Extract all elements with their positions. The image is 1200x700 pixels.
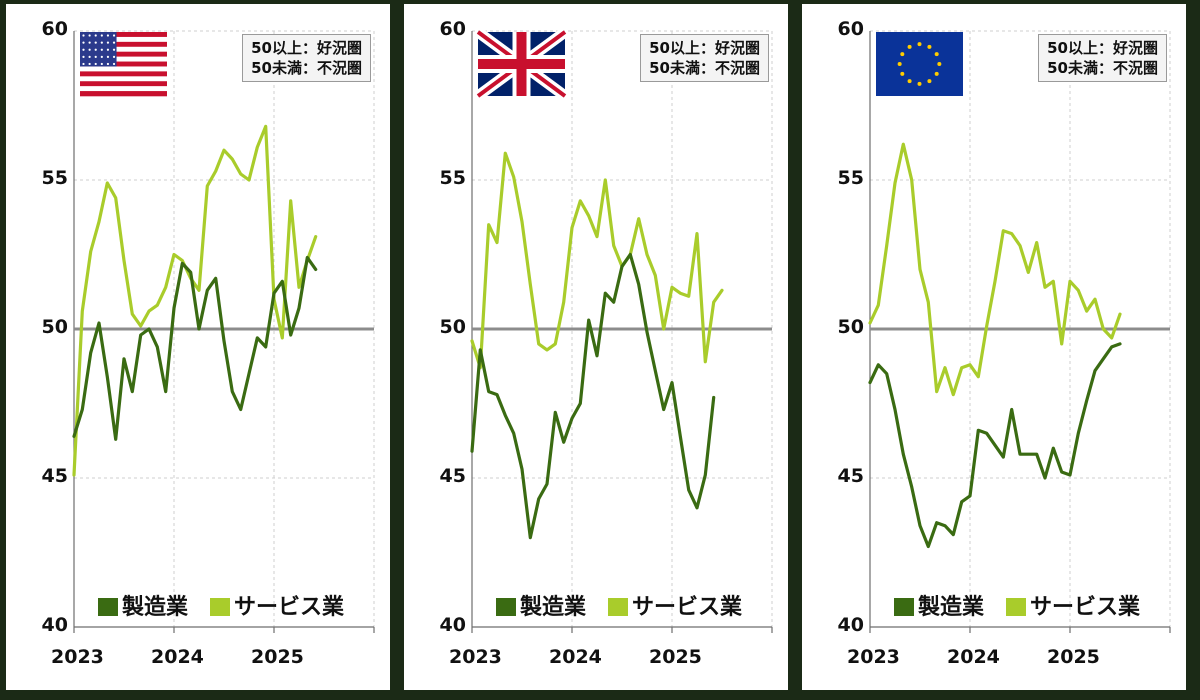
legend-label-manufacturing: 製造業 [122,595,189,620]
us-flag-icon [80,32,167,97]
y-tick-label: 40 [439,614,466,636]
y-tick-label: 40 [837,614,864,636]
services-series-line [72,124,318,477]
x-tick-label: 2024 [947,646,1000,668]
threshold-note: 50以上：好況圏 50未満：不況圏 [640,34,769,82]
legend-swatch-services [210,598,231,616]
legend-entry-manufacturing: 製造業 [98,589,188,621]
y-tick-label: 55 [439,167,466,189]
legend-entry-services: サービス業 [608,589,742,621]
y-tick-label: 45 [41,465,68,487]
uk-chart-panel: 40 45 50 55 60 2023 2024 2025 50以上：好況圏 50未満：不況圏製造… [404,4,788,690]
threshold-note-line2: 50未満：不況圏 [251,59,362,77]
x-tick-label: 2023 [847,646,900,668]
y-tick-label: 50 [41,316,68,338]
threshold-note-line2: 50未満：不況圏 [1047,59,1158,77]
threshold-note-line1: 50以上：好況圏 [649,39,760,57]
legend-swatch-services [608,598,629,616]
y-tick-label: 45 [837,465,864,487]
legend-label-services: サービス業 [1030,595,1141,620]
manufacturing-series-line [72,255,318,441]
legend-label-services: サービス業 [632,595,743,620]
threshold-note: 50以上：好況圏 50未満：不況圏 [1038,34,1167,82]
y-tick-label: 60 [439,18,466,40]
series-legend: 製造業 サービス業 [894,589,1162,621]
eu-chart-panel: 40 45 50 55 60 2023 2024 2025 50以上：好況圏 50未満：不況圏製造… [802,4,1186,690]
series-legend: 製造業 サービス業 [496,589,764,621]
manufacturing-series-line [470,252,716,540]
x-tick-label: 2023 [51,646,104,668]
us-line-chart [72,30,375,633]
x-tick-label: 2025 [649,646,702,668]
x-tick-label: 2024 [549,646,602,668]
legend-swatch-services [1006,598,1027,616]
legend-entry-manufacturing: 製造業 [894,589,984,621]
services-series-line [868,142,1122,397]
y-tick-label: 60 [41,18,68,40]
y-tick-label: 50 [439,316,466,338]
y-tick-label: 55 [837,167,864,189]
series-legend: 製造業 サービス業 [98,589,366,621]
y-tick-label: 50 [837,316,864,338]
y-tick-label: 45 [439,465,466,487]
uk-flag-icon [474,27,569,101]
legend-entry-services: サービス業 [1006,589,1140,621]
legend-swatch-manufacturing [894,598,914,616]
legend-swatch-manufacturing [496,598,516,616]
uk-line-chart [470,27,773,633]
legend-entry-manufacturing: 製造業 [496,589,586,621]
threshold-note-line1: 50以上：好況圏 [251,39,362,57]
manufacturing-series-line [868,342,1122,549]
legend-swatch-manufacturing [98,598,118,616]
eu-line-chart [868,30,1171,633]
threshold-note-line1: 50以上：好況圏 [1047,39,1158,57]
y-tick-label: 60 [837,18,864,40]
services-series-line [470,151,724,370]
us-chart-panel: 40 45 50 55 60 2023 2024 2025 50以上：好況圏 50未満：不況圏製造… [6,4,390,690]
threshold-note-line2: 50未満：不況圏 [649,59,760,77]
x-tick-label: 2023 [449,646,502,668]
legend-label-manufacturing: 製造業 [520,595,587,620]
threshold-note: 50以上：好況圏 50未満：不況圏 [242,34,371,82]
x-tick-label: 2025 [251,646,304,668]
x-tick-label: 2025 [1047,646,1100,668]
y-tick-label: 40 [41,614,68,636]
legend-label-manufacturing: 製造業 [918,595,985,620]
y-tick-label: 55 [41,167,68,189]
legend-label-services: サービス業 [234,595,345,620]
eu-flag-icon [876,32,963,96]
x-tick-label: 2024 [151,646,204,668]
legend-entry-services: サービス業 [210,589,344,621]
